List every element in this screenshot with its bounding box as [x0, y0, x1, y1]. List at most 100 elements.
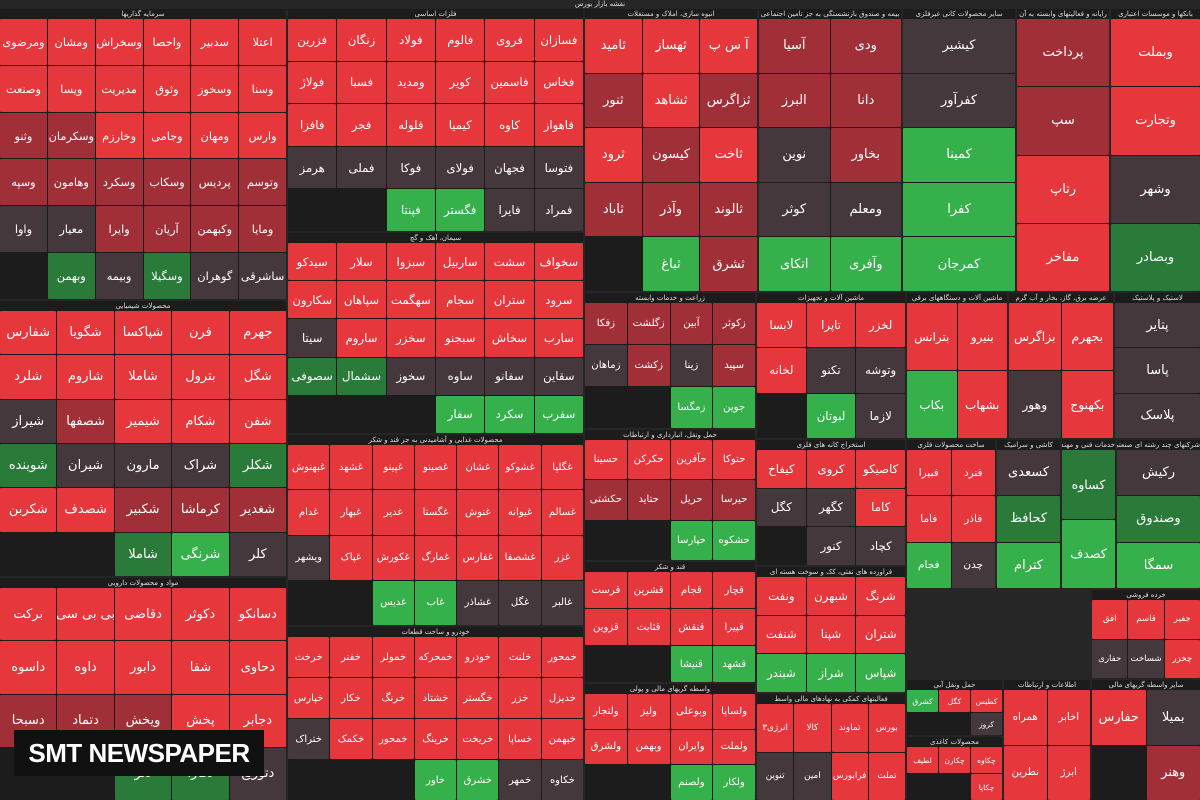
sector: فلزات اساسی فسازان فروی فالوم فولاد زنگان فزری…	[288, 9, 583, 231]
tile-grid: کاصیکو کروی کیفاخ کاما کگهر کگل کچاد کنور	[757, 450, 905, 565]
ticker-tile: ثالوند	[700, 182, 757, 237]
sector-title: بانکها و موسسات اعتباری	[1118, 10, 1193, 18]
tile-grid: فنرد فبیرا فاذر فاما چدن فجام	[907, 450, 995, 588]
ticker-tile: شکام	[172, 399, 229, 443]
tile-grid: کسعدی کحافظ کترام	[997, 450, 1060, 588]
ticker-tile: فجام	[907, 542, 951, 588]
ticker-tile: کیفاخ	[757, 450, 806, 488]
ticker-tile: وخارزم	[95, 112, 143, 159]
sector: اطلاعات و ارتباطات اخابر همراه ابرژ نطرین	[1004, 680, 1090, 800]
ticker-tile: امین	[794, 752, 831, 800]
ticker-tile: غبهنوش	[288, 445, 330, 490]
ticker-tile: ویشهر	[288, 535, 330, 580]
ticker-tile: ساوه	[436, 357, 485, 395]
ticker-tile: وسکرمان	[47, 112, 95, 159]
ticker-tile: حپارسا	[670, 520, 713, 560]
ticker-tile: بکهنوج	[1061, 371, 1113, 438]
ticker-tile: تنوین	[757, 752, 794, 800]
ticker-tile: خمولر	[372, 637, 414, 677]
ticker-tile: اخابر	[1047, 690, 1090, 745]
ticker-tile: البرز	[759, 73, 830, 128]
ticker-tile: حکرکن	[627, 440, 670, 480]
ticker-tile: سصوفی	[288, 357, 337, 395]
ticker-tile: شاروم	[57, 355, 114, 399]
sector-title: زراعت و خدمات وابسته	[635, 294, 705, 302]
ticker-tile: خکاوه	[541, 760, 583, 800]
ticker-tile: نوین	[759, 128, 830, 182]
tile-grid: سخواف سشت ساربیل سبزوا سلار سیدکو سرود ستران سجا…	[288, 243, 583, 433]
ticker-tile: وکبهمن	[191, 206, 239, 253]
sector: ساخت محصولات فلزی فنرد فبیرا فاذر فاما چدن فجا…	[907, 440, 995, 588]
ticker-tile: کچاد	[856, 527, 905, 565]
ticker-tile: ساربیل	[436, 243, 485, 281]
ticker-tile: کصدف	[1062, 519, 1115, 588]
ticker-tile: وسخوز	[191, 65, 239, 112]
ticker-tile: سبزوا	[386, 243, 436, 281]
ticker-tile: خزر	[499, 678, 541, 718]
sector: خرده فروشی جفیر قاسم افق چخزر شساخت حفاری	[1092, 590, 1200, 678]
ticker-tile: فاهواز	[534, 104, 583, 146]
tile-grid: بورس تماوند کالا انرژی۳ تملت فرابورس امین تنوین	[757, 704, 905, 800]
ticker-tile: فزرین	[288, 19, 337, 61]
ticker-tile: وایران	[670, 729, 713, 765]
ticker-tile: زکوثر	[713, 303, 755, 344]
ticker-tile: واوا	[0, 206, 47, 253]
ticker-tile: حسینا	[585, 440, 627, 480]
ticker-tile: سمگا	[1117, 542, 1200, 588]
ticker-tile: بی بی سی	[57, 588, 114, 641]
ticker-tile: ومایا	[239, 206, 286, 253]
ticker-tile: وبهمن	[47, 253, 95, 299]
sector-title: خودرو و ساخت قطعات	[401, 628, 470, 636]
ticker-tile: لبوتان	[806, 393, 856, 438]
ticker-tile: خکار	[330, 678, 372, 718]
sector: کاشی و سرامیک کسعدی کحافظ کترام	[997, 440, 1060, 588]
ticker-tile: اعتلا	[239, 19, 286, 65]
ticker-tile: بمیلا	[1146, 690, 1200, 745]
ticker-tile: کیمیا	[436, 104, 485, 146]
ticker-tile: شفن	[229, 399, 286, 443]
sector: محصولات غذایی و آشامیدنی به جز قند و شکر…	[288, 435, 583, 625]
ticker-tile: وتوسم	[239, 159, 286, 206]
ticker-tile: انرژی۳	[757, 704, 794, 752]
ticker-tile: شفارس	[0, 311, 57, 355]
sector-title: خرده فروشی	[1126, 591, 1166, 599]
ticker-tile: دکوثر	[172, 588, 229, 641]
ticker-tile: وبوعلی	[670, 694, 713, 729]
ticker-tile: غبهار	[330, 490, 372, 535]
ticker-tile: غگلپا	[541, 445, 583, 490]
ticker-tile: کوثر	[759, 182, 830, 237]
ticker-tile: مدیریت	[95, 65, 143, 112]
ticker-tile: سفرب	[534, 395, 583, 433]
ticker-tile: شگویا	[57, 311, 114, 355]
page-title: نقشه بازار بورس	[574, 0, 626, 8]
ticker-tile: فخاس	[534, 61, 583, 104]
ticker-tile: دابور	[114, 641, 172, 694]
sector: شرکتهای چند رشته ای صنعتی رکیش وصندوق سمگا	[1117, 440, 1200, 588]
ticker-tile: فبیرا	[907, 450, 951, 496]
ticker-tile: بکاب	[907, 371, 957, 438]
ticker-tile: حریل	[670, 480, 713, 520]
ticker-tile: شصدف	[57, 488, 114, 532]
sector: ماشین آلات و تجهیزات لخزر تاپرا لابسا وتوشه ت…	[757, 293, 905, 438]
ticker-tile: خرنگ	[372, 678, 414, 718]
ticker-tile: شکلر	[229, 443, 286, 488]
ticker-tile: شرنگی	[172, 532, 229, 576]
ticker-tile: زمگسا	[670, 387, 713, 428]
ticker-tile: سدبیر	[191, 19, 239, 65]
ticker-tile: فولای	[436, 146, 485, 189]
ticker-tile: ثنور	[585, 73, 642, 128]
tile-grid: شرنگ شبهرن ونفت شتران شپنا شنفت شپاس شراز شبندر	[757, 577, 905, 692]
ticker-tile: پرداخت	[1017, 19, 1109, 87]
ticker-tile: غشهد	[330, 445, 372, 490]
ticker-tile: فرن	[172, 311, 229, 355]
ticker-tile: فاسمین	[485, 61, 534, 104]
ticker-tile: شوینده	[0, 443, 57, 488]
ticker-tile: وآفری	[830, 237, 901, 291]
ticker-tile: فتوسا	[534, 146, 583, 189]
sector-title: حمل ونقل، انبارداری و ارتباطات	[623, 431, 717, 439]
ticker-tile: ثامید	[585, 19, 642, 73]
ticker-tile: خکمک	[330, 719, 372, 759]
ticker-tile: ثزاگرس	[700, 73, 757, 128]
ticker-tile: وجامی	[143, 112, 191, 159]
ticker-tile: غکورش	[372, 535, 414, 580]
